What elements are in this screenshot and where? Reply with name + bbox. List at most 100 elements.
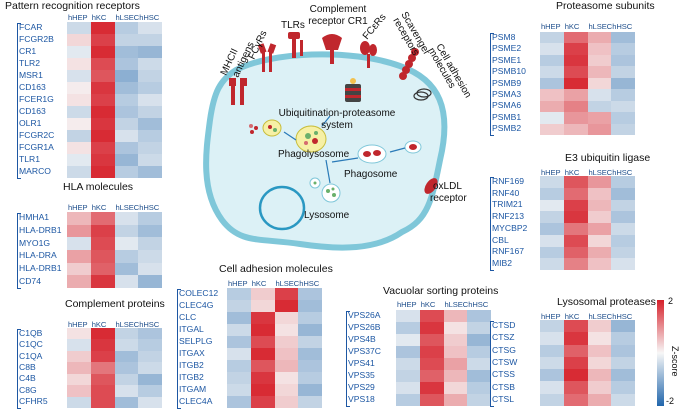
heatmap-cell <box>587 77 612 90</box>
gene-label: CLEC4G <box>179 300 214 310</box>
heatmap-cell <box>587 43 612 55</box>
heatmap-cell <box>540 234 564 247</box>
phagosome-icon <box>357 140 422 164</box>
heatmap-cell <box>611 332 635 345</box>
heatmap-cell <box>67 275 91 288</box>
heatmap-cell <box>67 362 91 374</box>
heatmap-cell <box>90 142 115 154</box>
gene-labels: PSM8 PSME2 PSME1 PSMB10 PSMB9 PSMA3 PSMA6 PSMB1… <box>492 32 538 135</box>
gene-label: CR1 <box>19 46 37 56</box>
heatmap-cell <box>611 66 635 78</box>
heatmap-cell <box>563 199 588 212</box>
label-fcers: FCεRs <box>361 12 389 42</box>
gene-label: C8G <box>19 384 37 395</box>
heatmap-grid <box>396 310 491 406</box>
gene-label: MYO1G <box>19 237 51 248</box>
heatmap-cell <box>540 320 564 333</box>
gene-label: PSMA3 <box>492 88 522 99</box>
adhesion-molecule <box>413 88 432 101</box>
heatmap-cell <box>138 154 162 166</box>
heatmap-cell <box>611 199 635 212</box>
heatmap-cell <box>587 356 612 370</box>
nucleus <box>258 185 306 231</box>
heatmap-cell <box>587 123 612 135</box>
heatmap-cell <box>250 372 275 384</box>
proteasome-icon <box>345 78 361 102</box>
heatmap-cell <box>67 34 91 46</box>
heatmap-cell <box>90 94 115 106</box>
heatmap-cell <box>67 58 91 70</box>
panel-title: Complement proteins <box>65 298 165 310</box>
heatmap-cell <box>274 312 299 324</box>
row-bracket <box>177 289 181 409</box>
heatmap-cell <box>114 46 139 58</box>
heatmap-cell <box>90 373 115 386</box>
gene-label: HLA-DRB1 <box>19 263 62 273</box>
heatmap-cell <box>587 100 612 113</box>
heatmap-cell <box>114 94 139 106</box>
column-header: hLSEC <box>115 320 140 329</box>
heatmap-cell <box>396 382 420 394</box>
heatmap-cell <box>67 94 91 106</box>
gene-label: CTSZ <box>492 332 515 343</box>
heatmap-cell <box>587 320 612 333</box>
gene-label: CFHR5 <box>19 396 48 407</box>
heatmap-cell <box>540 112 564 124</box>
gene-label: MIB2 <box>492 258 513 269</box>
heatmap-cell <box>540 369 564 382</box>
heatmap-cell <box>563 258 588 270</box>
heatmap-grid <box>67 22 162 178</box>
heatmap-cell <box>114 262 139 276</box>
heatmap-cell <box>298 384 322 396</box>
gene-label: TLR2 <box>19 58 41 68</box>
heatmap-cell <box>298 300 322 312</box>
heatmap-cell <box>274 288 299 300</box>
heatmap-cell <box>396 310 420 322</box>
heatmap-cell <box>563 77 588 90</box>
gene-label: OLR1 <box>19 118 42 128</box>
gene-label: ITGAM <box>179 384 207 394</box>
heatmap-cell <box>67 224 91 238</box>
gene-label: C4B <box>19 373 36 384</box>
heatmap-cell <box>67 339 91 351</box>
label-fcgrs: FCγRs <box>247 29 270 61</box>
gene-labels: HMHA1 HLA-DRB1 MYO1G HLA-DRA HLA-DRB1 CD74 <box>19 212 65 288</box>
gene-label: PSMB10 <box>492 66 526 77</box>
heatmap-cell <box>563 381 588 394</box>
heatmap-cell <box>67 106 91 118</box>
row-bracket <box>490 33 494 136</box>
gene-label: VPS4B <box>348 334 376 344</box>
heatmap-cell <box>396 322 420 334</box>
heatmap-grid <box>540 32 635 135</box>
column-header: hHEP <box>68 320 88 329</box>
gene-label: SELPLG <box>179 336 213 346</box>
heatmap-cell <box>90 385 115 397</box>
heatmap-cell <box>138 22 162 34</box>
heatmap-cell <box>587 223 612 235</box>
heatmap-cell <box>298 324 322 336</box>
heatmap-cell <box>611 77 635 90</box>
gene-label: CTSL <box>492 393 514 404</box>
heatmap-cell <box>138 339 162 351</box>
heatmap-cell <box>67 237 91 250</box>
gene-label: VPS35 <box>348 370 375 380</box>
heatmap-cell <box>611 369 635 382</box>
column-header: hHEP <box>541 168 561 177</box>
heatmap-cell <box>419 382 444 394</box>
heatmap-cell <box>90 58 115 70</box>
heatmap-cell <box>611 100 635 113</box>
label-phagolysosome: Phagolysosome <box>278 149 350 160</box>
heatmap-cell <box>138 106 162 118</box>
heatmap-cell <box>67 70 91 82</box>
extracellular-particles <box>249 124 258 134</box>
gene-label: PSMB9 <box>492 77 522 88</box>
gene-labels: CTSD CTSZ CTSG CTSW CTSS CTSB CTSL <box>492 320 538 406</box>
row-bracket <box>17 213 21 289</box>
gene-label: MSR1 <box>19 70 43 80</box>
heatmap-cell <box>563 246 588 259</box>
heatmap-grid <box>540 176 635 270</box>
gene-label: CTSB <box>492 381 515 392</box>
heatmap-cell <box>114 275 139 288</box>
heatmap-cell <box>396 358 420 370</box>
heatmap-cell <box>540 100 564 113</box>
